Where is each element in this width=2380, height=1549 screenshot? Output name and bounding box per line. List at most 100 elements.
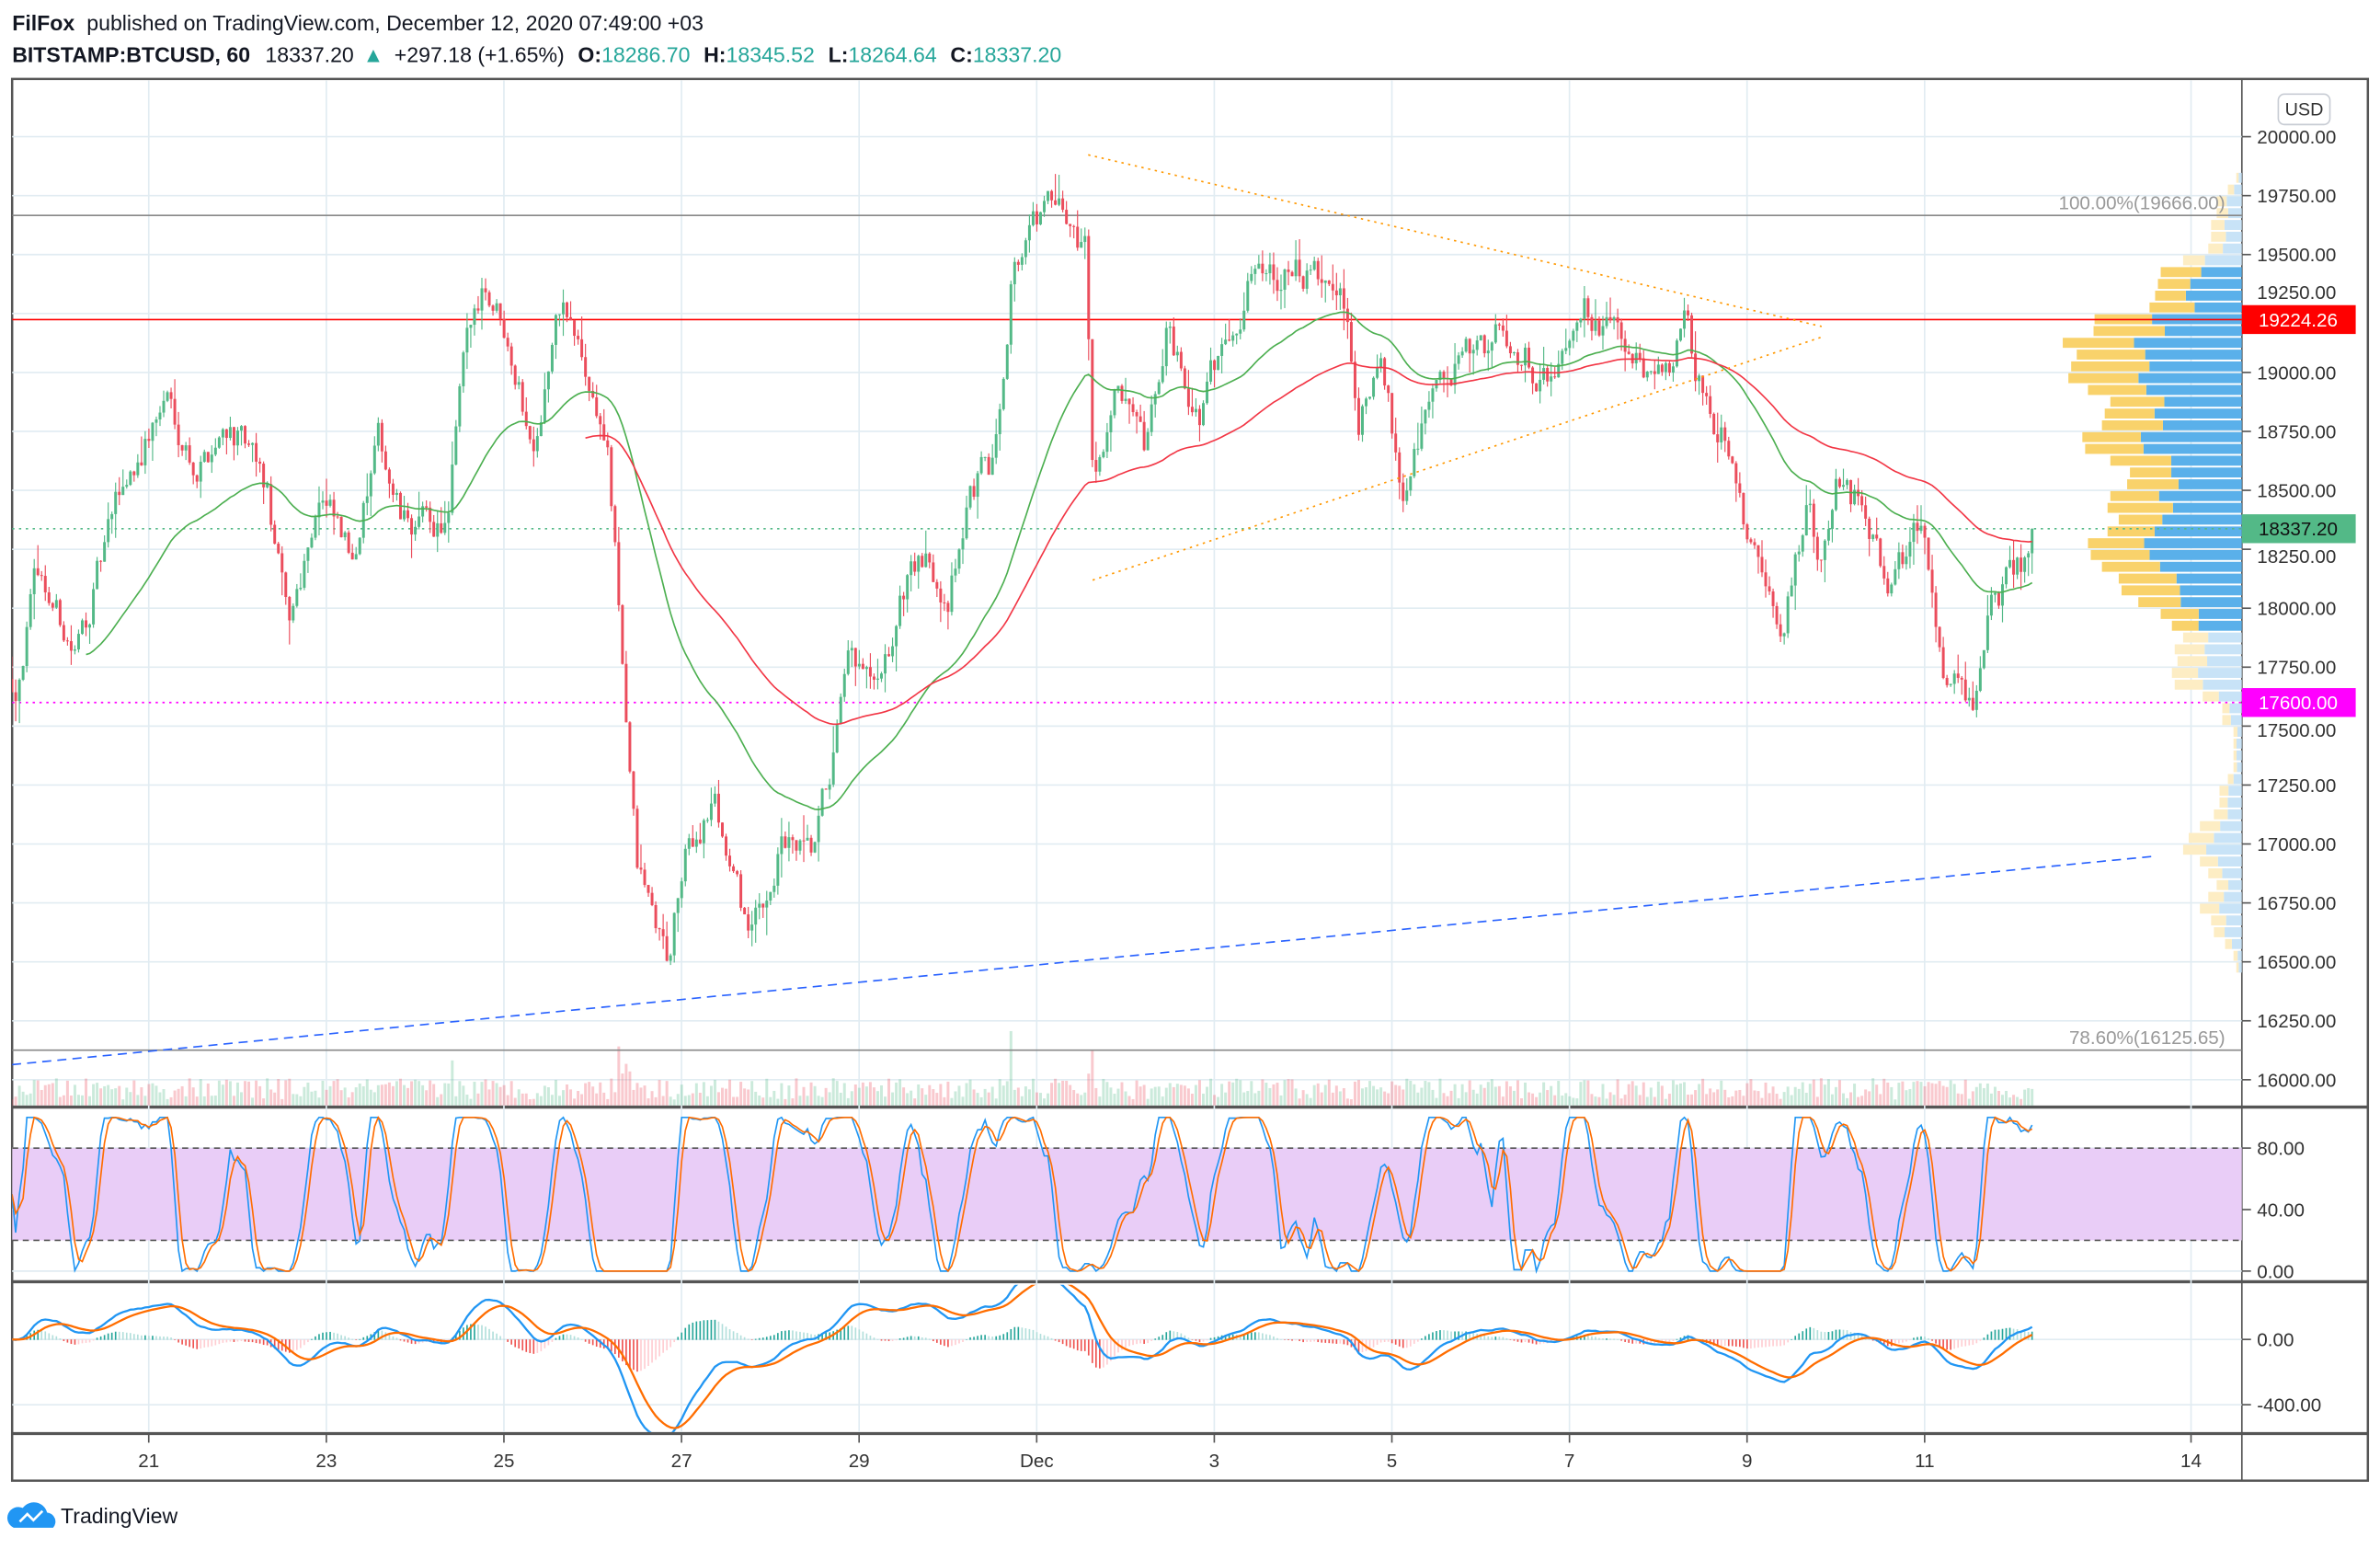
volume-bar	[646, 1098, 650, 1106]
volume-bar	[221, 1084, 224, 1106]
candle-body	[1179, 351, 1183, 369]
volume-bar	[395, 1081, 398, 1106]
candle-body	[210, 454, 213, 463]
candle-body	[694, 839, 698, 847]
volume-bar	[1376, 1089, 1379, 1106]
candle-body	[403, 510, 406, 520]
macd-histogram-bar	[148, 1336, 150, 1340]
currency-button[interactable]: USD	[2277, 93, 2331, 126]
macd-histogram-bar	[1979, 1339, 1982, 1341]
volume-bar	[1076, 1093, 1080, 1106]
macd-histogram-bar	[673, 1339, 676, 1343]
candle-body	[476, 308, 480, 311]
volume-bar	[872, 1087, 875, 1106]
volume-bar	[1993, 1086, 1997, 1106]
tradingview-logo[interactable]: TradingView	[7, 1502, 177, 1528]
volume-profile-down-bar	[2134, 338, 2242, 349]
volume-bar	[158, 1092, 162, 1106]
stoch-rsi-pane[interactable]	[12, 1116, 2242, 1274]
volume-bar	[654, 1096, 658, 1106]
volume-bar	[107, 1084, 110, 1106]
price-axis-label: 16500.00	[2257, 952, 2336, 973]
volume-bar	[669, 1096, 672, 1106]
volume-bar	[502, 1084, 506, 1106]
price-pane[interactable]: 100.00%(19666.00)78.60%(16125.65)	[11, 154, 2242, 1106]
macd-histogram-bar	[566, 1334, 568, 1340]
trend-line[interactable]	[12, 855, 2153, 1066]
publisher-name[interactable]: FilFox	[12, 11, 74, 35]
macd-histogram-bar	[1010, 1328, 1013, 1340]
volume-bar	[1524, 1082, 1527, 1106]
volume-bar	[1453, 1084, 1457, 1106]
macd-histogram-bar	[1047, 1336, 1049, 1340]
macd-histogram-bar	[966, 1339, 967, 1340]
macd-histogram-bar	[510, 1339, 513, 1345]
volume-bar	[1013, 1089, 1016, 1106]
volume-profile-down-bar	[2218, 691, 2242, 702]
volume-bar	[728, 1079, 732, 1106]
macd-histogram-bar	[1513, 1339, 1516, 1341]
volume-bar	[325, 1089, 328, 1106]
candle-body	[709, 803, 713, 820]
volume-bar	[1564, 1093, 1568, 1106]
volume-profile-up-bar	[2157, 279, 2191, 290]
macd-histogram-bar	[991, 1337, 994, 1340]
macd-histogram-bar	[1173, 1331, 1175, 1340]
volume-bar	[1235, 1078, 1239, 1106]
candle-body	[676, 898, 680, 913]
volume-profile-down-bar	[2201, 267, 2242, 278]
candle-body	[635, 809, 639, 868]
volume-bar	[1572, 1097, 1575, 1106]
volume-bar	[180, 1085, 184, 1106]
candle-body	[943, 602, 946, 603]
candle-body	[1690, 315, 1694, 354]
macd-pane[interactable]	[11, 1276, 2033, 1437]
volume-bar	[1246, 1091, 1250, 1106]
macd-histogram-bar	[1425, 1336, 1426, 1340]
candle-body	[806, 837, 809, 841]
candle-body	[1971, 697, 1974, 710]
macd-histogram-bar	[580, 1338, 583, 1340]
candle-body	[317, 502, 321, 518]
volume-bar	[414, 1079, 418, 1106]
candle-body	[251, 442, 255, 445]
macd-histogram-bar	[1343, 1339, 1345, 1345]
triangle-line[interactable]	[1088, 154, 1823, 327]
macd-histogram-bar	[1328, 1339, 1331, 1344]
candle-body	[406, 510, 410, 519]
volume-bar	[761, 1097, 765, 1106]
volume-bar	[1985, 1083, 1989, 1106]
resistance-price-badge	[2241, 304, 2356, 335]
macd-histogram-bar	[1598, 1337, 1600, 1340]
candle-body	[1312, 260, 1316, 270]
candle-body	[1727, 441, 1731, 457]
candle-body	[562, 302, 565, 315]
volume-bar	[850, 1091, 853, 1106]
macd-histogram-bar	[1831, 1331, 1834, 1340]
volume-profile-down-bar	[2224, 891, 2242, 902]
volume-bar	[990, 1086, 994, 1106]
candle-body	[1490, 342, 1493, 351]
candle-body	[310, 537, 314, 548]
candle-body	[462, 352, 465, 386]
triangle-line[interactable]	[1092, 336, 1823, 581]
candle-body	[54, 600, 58, 608]
macd-histogram-bar	[1628, 1339, 1630, 1343]
volume-bar	[739, 1082, 743, 1106]
candle-body	[1161, 366, 1164, 383]
stoch-band	[12, 1148, 2242, 1241]
time-axis-label-25: 25	[493, 1451, 514, 1472]
candle-body	[584, 357, 588, 377]
volume-bar	[262, 1098, 266, 1106]
macd-histogram-bar	[743, 1337, 746, 1340]
candle-body	[1272, 264, 1276, 281]
volume-bar	[1342, 1088, 1345, 1106]
candle-body	[1731, 456, 1734, 464]
symbol-name[interactable]: BITSTAMP:BTCUSD, 60	[12, 43, 250, 67]
trendlines[interactable]	[12, 154, 2153, 1066]
candle-body	[277, 544, 280, 554]
macd-histogram-bar	[1587, 1335, 1589, 1340]
macd-histogram-bar	[1505, 1337, 1508, 1340]
macd-histogram-bar	[750, 1339, 753, 1340]
